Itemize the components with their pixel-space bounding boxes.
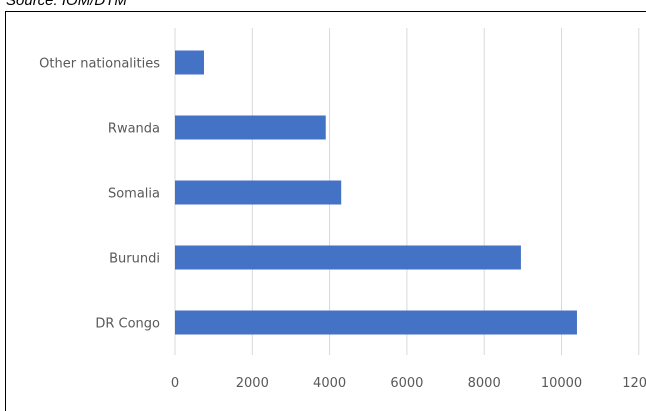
chart-source-note: Source: IOM/DTM [6, 0, 127, 9]
x-tick-label: 6000 [390, 376, 423, 391]
bar [175, 50, 204, 75]
bar-chart: 0 2000 4000 6000 8000 10000 1200 DR Congo Burund… [39, 28, 646, 391]
x-tick-label: 4000 [313, 376, 346, 391]
x-tick-label: 8000 [468, 376, 501, 391]
x-tick-label: 1200 [622, 376, 646, 391]
bar [175, 115, 326, 140]
bar [175, 245, 521, 270]
category-label: Burundi [109, 252, 160, 267]
x-tick-label: 2000 [236, 376, 269, 391]
category-label: Other nationalities [39, 57, 160, 72]
chart-frame [5, 11, 646, 411]
x-tick-label: 10000 [541, 376, 582, 391]
category-label: Somalia [108, 187, 160, 202]
bar [175, 310, 577, 335]
x-tick-label: 0 [171, 376, 179, 391]
category-label: DR Congo [95, 317, 160, 332]
bar [175, 180, 342, 205]
category-label: Rwanda [108, 122, 160, 137]
